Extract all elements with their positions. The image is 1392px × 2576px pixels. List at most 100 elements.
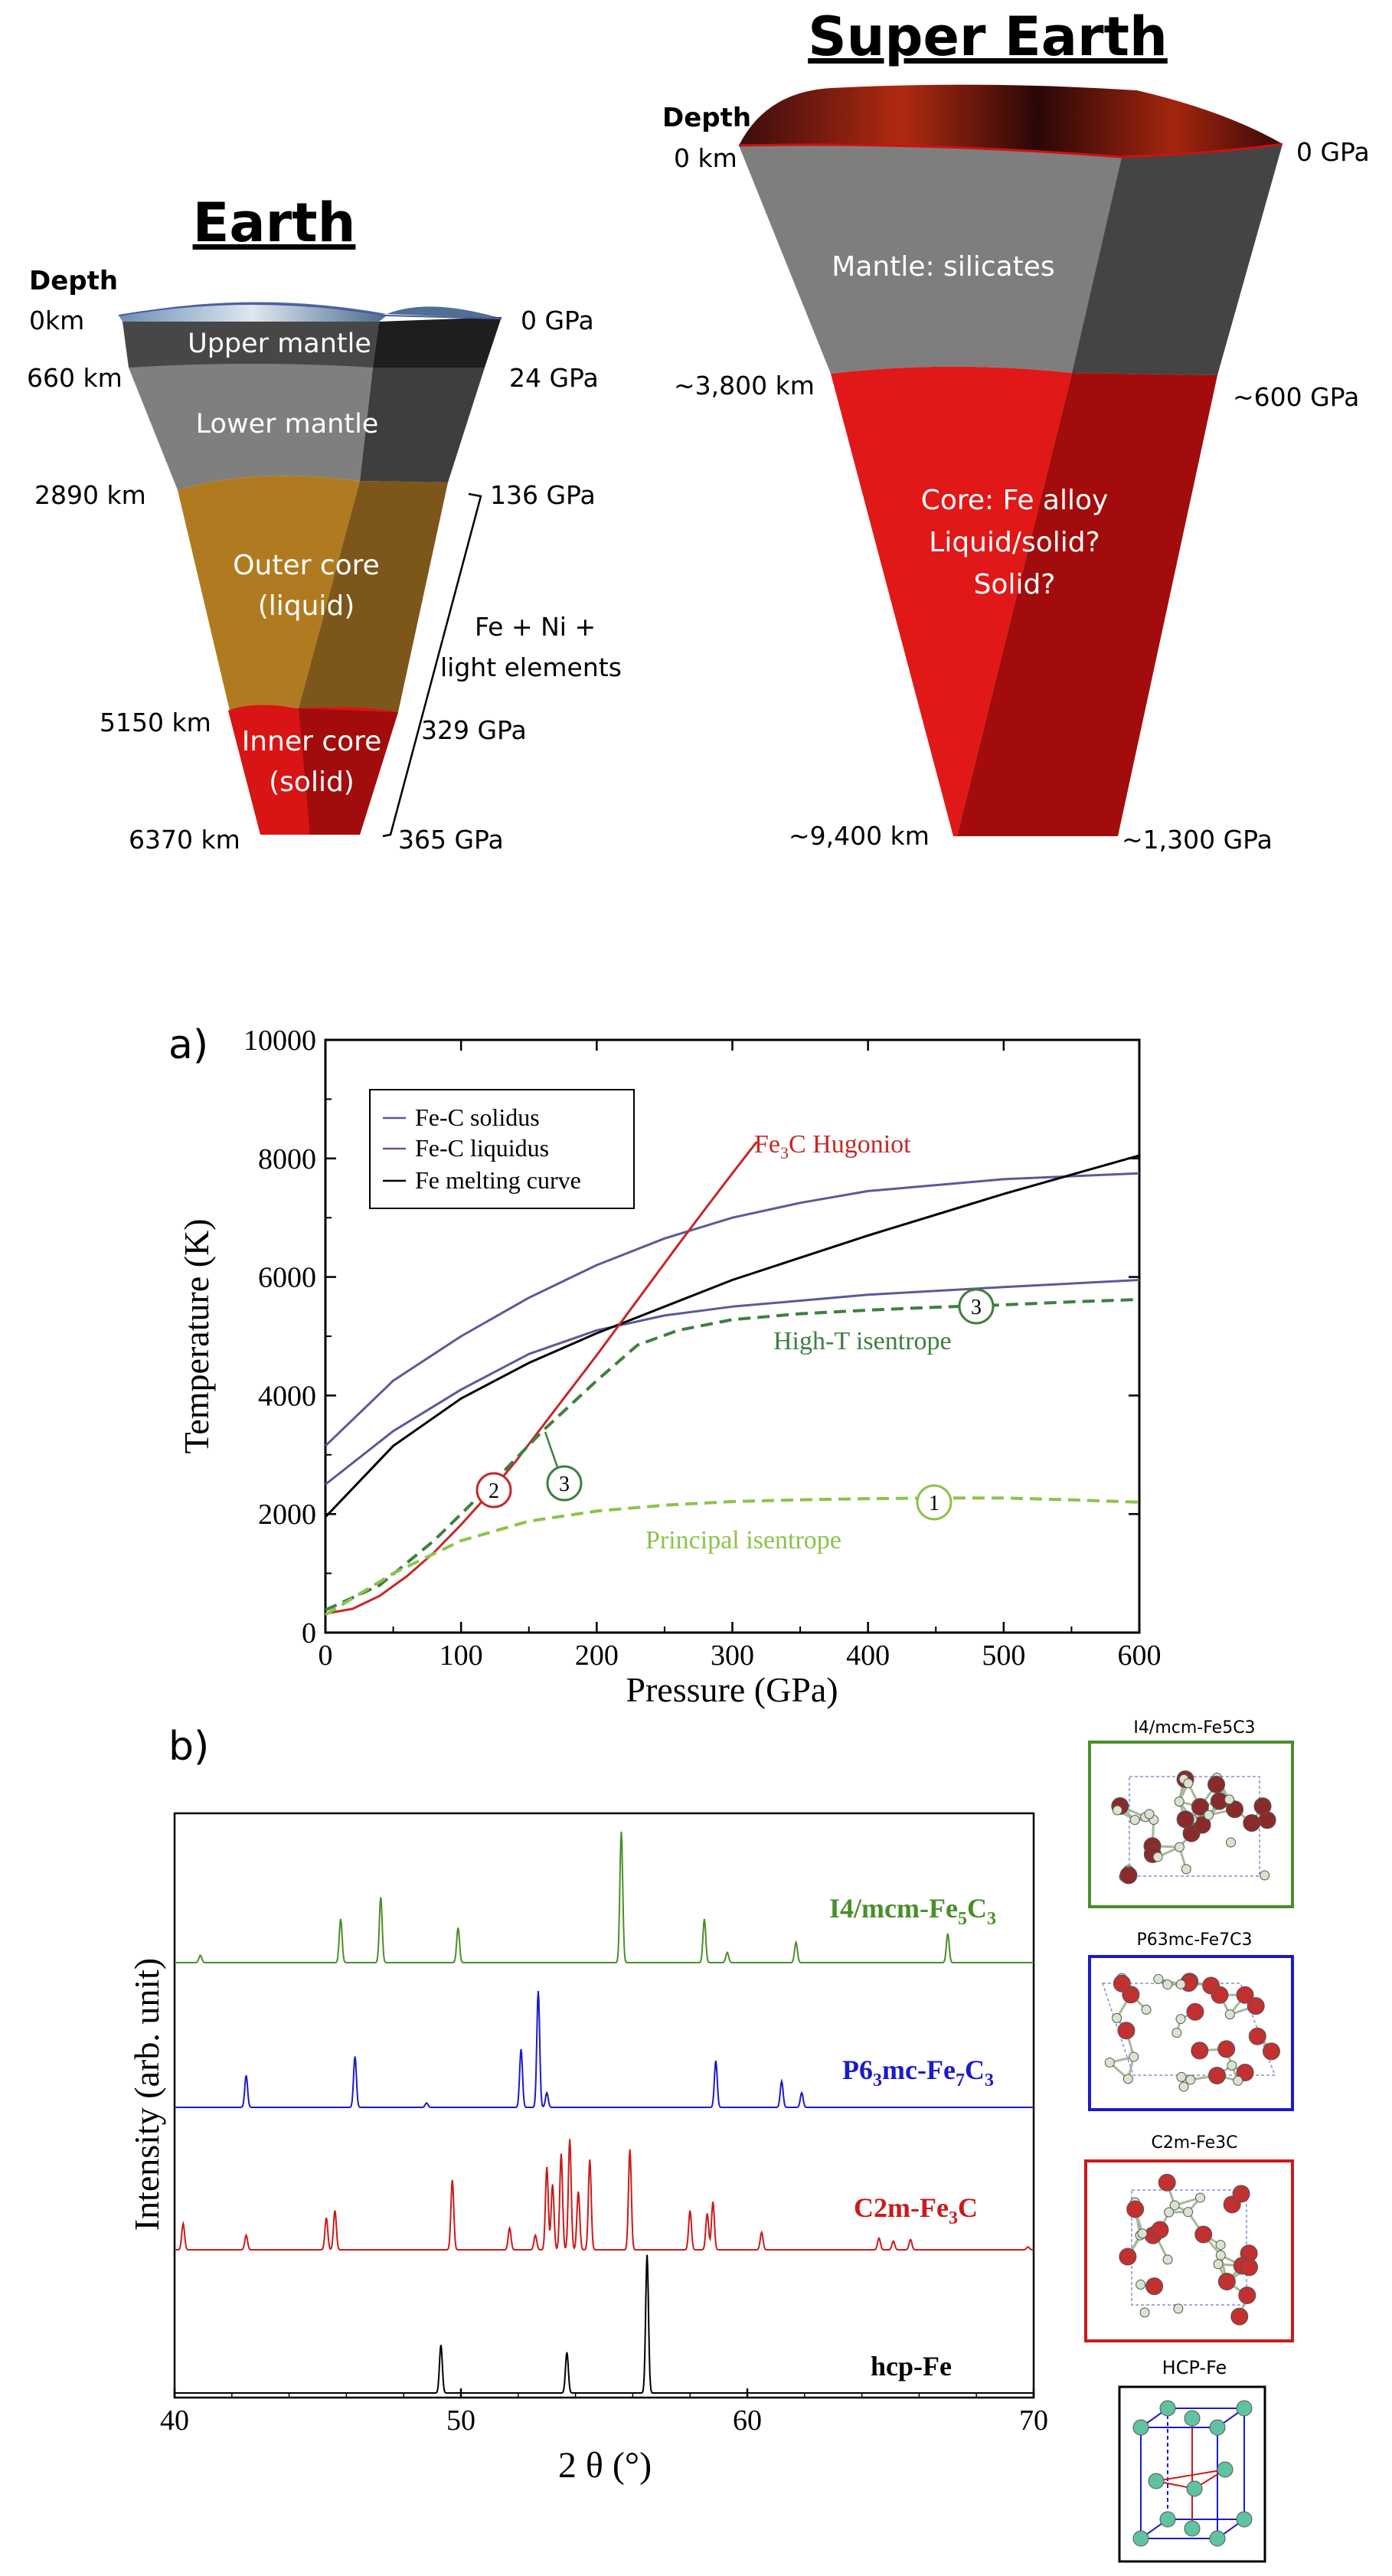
earth-composition-bracket (382, 492, 482, 838)
fe-atom (1159, 2400, 1176, 2417)
structure-image-fe5c3 (1111, 1770, 1276, 1885)
structure-image-fe3c (1119, 2173, 1258, 2326)
legend-liquidus: Fe-C liquidus (415, 1134, 549, 1162)
c-atom (1204, 1809, 1214, 1820)
fe-atom (1226, 1800, 1244, 1819)
x-tick-label: 40 (160, 2404, 189, 2437)
earth-outer-core-front (178, 476, 360, 711)
c-atom (1215, 2240, 1226, 2251)
marker-3b: 3 (971, 1296, 982, 1319)
fe-atom (1217, 2461, 1234, 2478)
super-earth-depth-3800: ~3,800 km (674, 371, 815, 400)
fe-atom (1209, 2419, 1226, 2436)
c-atom (1112, 1805, 1122, 1816)
earth-inner-core-side (299, 708, 398, 835)
c-atom (1152, 1852, 1163, 1862)
x-tick-label: 60 (733, 2404, 762, 2437)
c-atom (1171, 2028, 1182, 2038)
super-earth-pressure-600: ~600 GPa (1233, 382, 1359, 412)
c-atom (1185, 2074, 1196, 2085)
panel-b-xlabel: 2 θ (°) (558, 2445, 652, 2486)
x-tick-label: 500 (982, 1639, 1025, 1672)
marker-2: 2 (489, 1479, 499, 1503)
fe-atom (1217, 2272, 1236, 2290)
x-tick-label: 70 (1019, 2404, 1048, 2437)
c-atom (1122, 2074, 1133, 2084)
c-atom (1183, 2207, 1194, 2218)
legend-fe-melting: Fe melting curve (415, 1166, 581, 1194)
panel-a-ylabel: Temperature (K) (177, 1218, 216, 1453)
earth-upper-mantle-side (373, 317, 502, 368)
panel-b: b) 40 50 60 70 Intensity (arb. unit) 2 θ (°… (127, 1724, 1048, 2486)
earth-composition-line-2: light elements (440, 652, 622, 682)
super-earth-mantle-side (1072, 144, 1283, 375)
super-earth-surface (739, 84, 1283, 159)
c-atom (1137, 2228, 1148, 2239)
x-tick-label: 600 (1118, 1639, 1162, 1672)
label-fe3c: C2m-Fe3C (854, 2192, 978, 2228)
structure-frame-fe3c (1084, 2159, 1294, 2342)
panel-a-ticks (324, 1038, 1141, 1634)
fe-atom (1248, 2027, 1266, 2045)
c-atom (1162, 2254, 1173, 2265)
earth-layer-outer-core: Outer core (233, 550, 380, 581)
y-tick-label: 10000 (243, 1025, 316, 1057)
fe-atom (1236, 2511, 1253, 2528)
panel-a-tick-labels: 0 100 200 300 400 500 600020004000600080001000… (243, 1025, 1162, 1672)
structure-panels: I4/mcm-Fe5C3 P63mc-Fe7C3 C2m-Fe3C HCP-Fe (1084, 1718, 1294, 2563)
panel-a: a) 0 100 200 300 400 500 600020004000600080001… (168, 1022, 1162, 1709)
c-atom (1175, 1979, 1186, 1989)
panel-b-tick-labels: 40 50 60 70 (160, 2404, 1048, 2437)
marker-3a: 3 (559, 1473, 570, 1496)
fe-atom (1119, 2247, 1137, 2266)
c-atom (1164, 2207, 1175, 2218)
super-earth-layer-core: Core: Fe alloy (921, 485, 1109, 516)
y-tick-label: 6000 (258, 1262, 316, 1294)
x-tick-label: 50 (446, 2404, 475, 2437)
c-atom (1233, 2075, 1243, 2086)
c-atom (1112, 2012, 1122, 2023)
fe-atom (1119, 1866, 1138, 1885)
pattern-hcp-fe (175, 2254, 1034, 2394)
earth-pressure-24: 24 GPa (509, 363, 599, 393)
c-atom (1227, 2060, 1237, 2071)
fe-atom (1126, 2200, 1145, 2218)
fe-atom (1211, 1986, 1229, 2004)
panel-a-legend: Fe-C solidus Fe-C liquidus Fe melting cu… (369, 1089, 635, 1209)
earth-title: Earth (193, 191, 356, 254)
legend-box (369, 1089, 635, 1209)
c-atom (1215, 2250, 1226, 2261)
earth-lower-mantle-front (129, 364, 373, 490)
c-atom (1129, 1815, 1140, 1826)
pattern-p63mc-fe7c3 (175, 1990, 1034, 2108)
earth-depth-2890: 2890 km (34, 480, 146, 510)
x-tick-label: 0 (319, 1639, 333, 1672)
earth-top-edge (118, 303, 502, 319)
y-tick-label: 8000 (258, 1143, 316, 1175)
marker-1: 1 (929, 1492, 939, 1515)
series-principal-isentrope (324, 1496, 1140, 1617)
c-atom (1174, 1842, 1185, 1852)
structure-image-hcp-fe (1132, 2400, 1253, 2547)
c-atom (1260, 1870, 1270, 1881)
earth-depth-6370: 6370 km (129, 825, 240, 855)
c-atom (1224, 1794, 1234, 1805)
fe-atom (1230, 2307, 1249, 2326)
y-tick-label: 2000 (258, 1499, 316, 1531)
earth-layer-lower-mantle: Lower mantle (196, 409, 379, 440)
fe-atom (1186, 2480, 1203, 2497)
c-atom (1169, 2200, 1180, 2211)
fe-atom (1184, 2520, 1201, 2537)
earth-diagram: Earth Depth Upper mantle Lower mantle Ou… (27, 191, 622, 855)
fe-atom (1193, 1816, 1211, 1834)
panel-b-frame (173, 1812, 1035, 2399)
c-atom (1225, 1837, 1236, 1848)
y-tick-label: 0 (302, 1617, 316, 1649)
structure-title-fe3c: C2m-Fe3C (1151, 2133, 1237, 2153)
legend-solidus: Fe-C solidus (415, 1103, 540, 1131)
fe-atom (1191, 2042, 1209, 2060)
super-earth-pressure-0: 0 GPa (1296, 137, 1370, 167)
c-atom (1178, 2081, 1189, 2092)
label-fe7c3: P63mc-Fe7C3 (842, 2055, 994, 2091)
